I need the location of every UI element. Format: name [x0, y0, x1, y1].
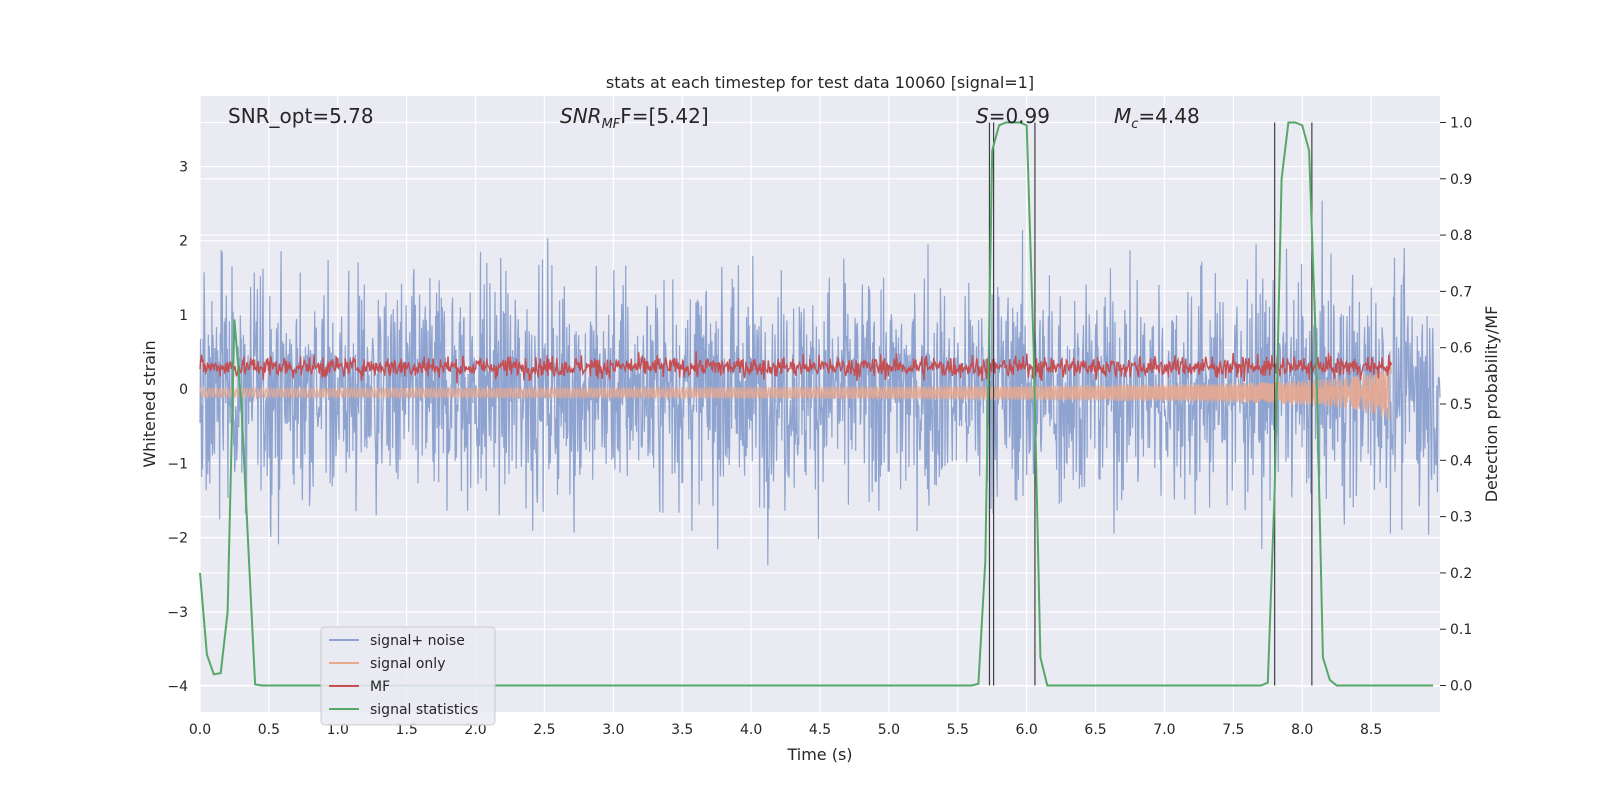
y-axis-title: Whitened strain: [140, 340, 159, 467]
legend-label-signal-only: signal only: [370, 656, 445, 672]
y2-tick-label: 0.3: [1450, 510, 1472, 526]
y2-tick-label: 0.5: [1450, 397, 1472, 413]
s-annotation: S=0.99: [976, 104, 1050, 128]
x-axis-title: Time (s): [786, 745, 852, 764]
x-tick-label: 5.5: [947, 722, 969, 738]
y2-tick-label: 0.0: [1450, 679, 1472, 695]
y-tick-label: −3: [167, 605, 188, 621]
y2-tick-label: 0.8: [1450, 228, 1472, 244]
snr-mf-annotation: SNRMFF=[5.42]: [560, 104, 709, 132]
y2-tick-label: 0.2: [1450, 566, 1472, 582]
x-tick-label: 1.0: [327, 722, 349, 738]
y2-tick-label: 0.9: [1450, 172, 1472, 188]
y-tick-label: −2: [167, 531, 188, 547]
mc-subscript: c: [1131, 117, 1138, 132]
y-tick-label: 0: [179, 382, 188, 398]
x-tick-labels: 0.0 0.5 1.0 1.5 2.0 2.5 3.0 3.5 4.0 4.5 5.0 5.5 6.0 6…: [189, 722, 1382, 738]
y-tick-label: −4: [167, 679, 188, 695]
x-tick-label: 5.0: [878, 722, 900, 738]
s-value: =0.99: [989, 104, 1050, 128]
y2-tick-label: 0.6: [1450, 341, 1472, 357]
y2-tick-label: 0.1: [1450, 622, 1472, 638]
legend-label-mf: MF: [370, 679, 390, 695]
y2-tick-labels: 0.0 0.1 0.2 0.3 0.4 0.5 0.6 0.7 0.8 0.9 1.0: [1440, 115, 1472, 695]
mf-line: [199, 351, 1393, 384]
legend-box: [320, 626, 496, 726]
mc-symbol: M: [1114, 104, 1131, 128]
signal-only-series: [199, 362, 1393, 420]
signal-statistics-series: [199, 121, 1434, 687]
x-tick-label: 4.5: [809, 722, 831, 738]
mf-series: [199, 351, 1393, 384]
y-tick-label: 3: [179, 160, 188, 176]
legend: signal+ noise signal only MF signal stat…: [320, 626, 496, 726]
y-tick-labels: −4 −3 −2 −1 0 1 2 3: [167, 160, 188, 696]
x-tick-label: 0.0: [189, 722, 211, 738]
x-tick-label: 0.5: [258, 722, 280, 738]
y-tick-label: 1: [179, 308, 188, 324]
x-tick-label: 6.0: [1016, 722, 1038, 738]
x-tick-label: 3.5: [671, 722, 693, 738]
legend-label-signal-statistics: signal statistics: [370, 702, 478, 718]
signal-statistics-line: [199, 121, 1434, 687]
x-tick-label: 3.0: [602, 722, 624, 738]
signal-only-line: [199, 362, 1393, 420]
snr-mf-symbol: SNR: [560, 104, 602, 128]
snr-mf-subscript: MF: [602, 117, 621, 132]
legend-label-signal-noise: signal+ noise: [370, 633, 465, 649]
x-tick-label: 8.0: [1291, 722, 1313, 738]
snr-opt-annotation: SNR_opt=5.78: [228, 104, 374, 128]
snr-mf-value: F=[5.42]: [620, 104, 708, 128]
x-tick-label: 6.5: [1084, 722, 1106, 738]
y2-tick-label: 0.4: [1450, 453, 1472, 469]
s-symbol: S: [976, 104, 989, 128]
x-tick-label: 7.0: [1153, 722, 1175, 738]
x-tick-label: 2.0: [464, 722, 486, 738]
chart-title: stats at each timestep for test data 100…: [606, 73, 1034, 92]
mc-annotation: Mc=4.48: [1114, 104, 1200, 132]
x-tick-label: 7.5: [1222, 722, 1244, 738]
y-tick-label: −1: [167, 456, 188, 472]
x-tick-label: 8.5: [1360, 722, 1382, 738]
y2-tick-label: 0.7: [1450, 284, 1472, 300]
mc-value: =4.48: [1138, 104, 1199, 128]
x-tick-label: 4.0: [740, 722, 762, 738]
y2-tick-label: 1.0: [1450, 115, 1472, 131]
x-tick-label: 2.5: [533, 722, 555, 738]
x-tick-label: 1.5: [396, 722, 418, 738]
y-tick-label: 2: [179, 234, 188, 250]
y2-axis-title: Detection probability/MF: [1482, 306, 1501, 503]
